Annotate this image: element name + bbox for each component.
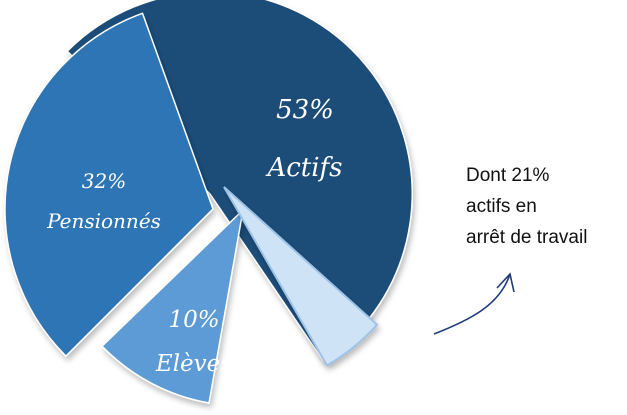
slice-category-label: Pensionnés (46, 209, 161, 233)
pie-labels: 53% Actifs 32% Pensionnés 10% Elèves (46, 95, 342, 377)
pie-slices (4, 0, 413, 404)
annotation-arrowhead (496, 272, 515, 293)
slice-category-label: Actifs (265, 153, 342, 183)
annotation-line-3: arrêt de travail (466, 227, 588, 248)
annotation-arrow (433, 273, 511, 335)
slice-category-label: Elèves (155, 351, 232, 377)
slice-percent-label: 10% (168, 307, 219, 333)
annotation-line-2: actifs en (466, 196, 537, 217)
slice-percent-label: 53% (276, 95, 334, 125)
pie-slice-pensionns (4, 12, 214, 358)
annotation-note: Dont 21% actifs en arrêt de travail (466, 160, 626, 253)
pie-slice-elves (100, 207, 245, 404)
annotation-line-1: Dont 21% (466, 165, 550, 186)
slice-percent-label: 32% (82, 169, 126, 193)
pie-slice-other (223, 186, 379, 367)
